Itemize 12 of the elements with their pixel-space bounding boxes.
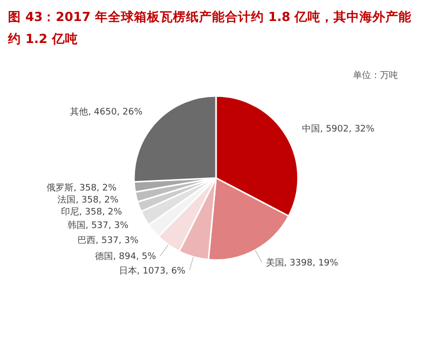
data-label: 美国, 3398, 19% xyxy=(266,258,338,268)
data-label: 法国, 358, 2% xyxy=(58,196,119,206)
data-label: 俄罗斯, 358, 2% xyxy=(46,184,117,194)
data-label: 德国, 894, 5% xyxy=(95,252,156,262)
data-label: 韩国, 537, 3% xyxy=(67,221,128,232)
data-label: 巴西, 537, 3% xyxy=(78,236,139,246)
data-label: 印尼, 358, 2% xyxy=(61,208,122,218)
annotation: 单位：万吨 xyxy=(353,71,398,81)
data-label: 中国, 5902, 32% xyxy=(302,124,374,134)
chart-title: 图 43：2017 年全球箱板瓦楞纸产能合计约 1.8 亿吨，其中海外产能约 1.2 亿吨 xyxy=(8,8,413,48)
data-label: 日本, 1073, 6% xyxy=(118,266,186,276)
data-label: 其他, 4650, 26% xyxy=(70,108,143,118)
